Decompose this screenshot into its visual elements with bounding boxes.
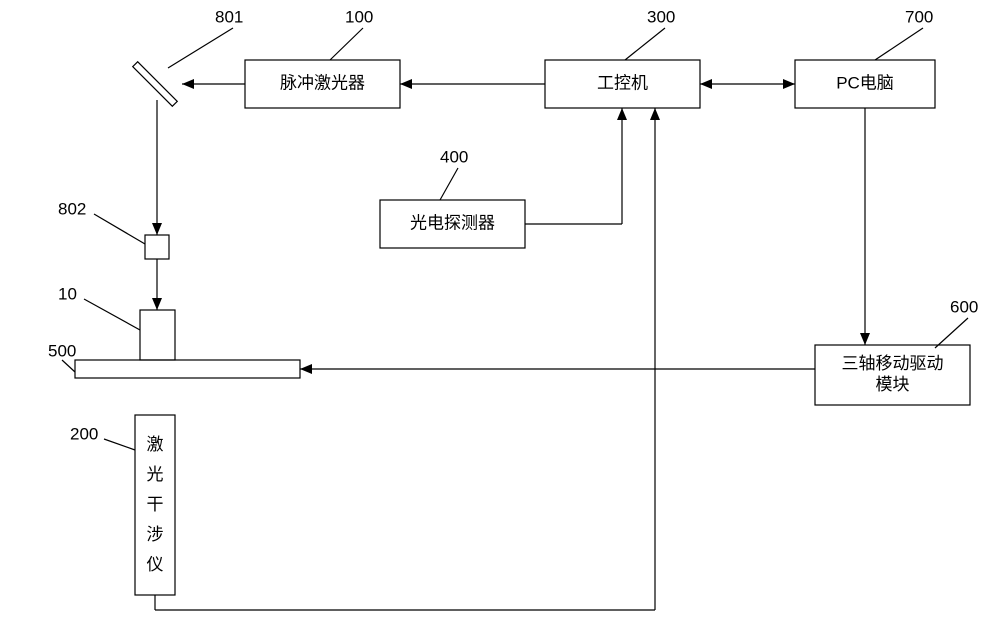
svg-text:802: 802 — [58, 199, 86, 218]
svg-text:100: 100 — [345, 7, 373, 26]
svg-text:300: 300 — [647, 7, 675, 26]
svg-text:仪: 仪 — [147, 555, 164, 574]
svg-text:光: 光 — [147, 465, 164, 484]
svg-text:700: 700 — [905, 7, 933, 26]
svg-text:脉冲激光器: 脉冲激光器 — [280, 73, 365, 92]
svg-text:干: 干 — [147, 495, 164, 514]
svg-text:200: 200 — [70, 424, 98, 443]
svg-text:光电探测器: 光电探测器 — [410, 213, 495, 232]
svg-text:500: 500 — [48, 341, 76, 360]
svg-text:涉: 涉 — [147, 525, 164, 544]
svg-text:工控机: 工控机 — [597, 73, 648, 92]
system-block-diagram: 脉冲激光器 工控机 PC电脑光电探测器三轴移动驱动模块激光干涉仪 10 100 200 30… — [0, 0, 1000, 628]
svg-text:激: 激 — [147, 435, 164, 454]
svg-text:600: 600 — [950, 297, 978, 316]
svg-text:三轴移动驱动: 三轴移动驱动 — [842, 354, 944, 373]
svg-text:模块: 模块 — [876, 375, 910, 394]
svg-text:400: 400 — [440, 147, 468, 166]
svg-text:PC电脑: PC电脑 — [836, 73, 894, 92]
svg-text:10: 10 — [58, 284, 77, 303]
svg-text:801: 801 — [215, 7, 243, 26]
